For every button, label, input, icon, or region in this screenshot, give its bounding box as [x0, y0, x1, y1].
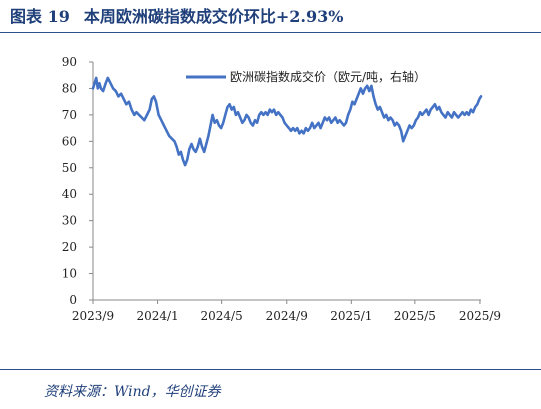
x-tick-label: 2025/1 [330, 309, 372, 323]
y-tick-label: 60 [62, 134, 77, 148]
series-line [91, 76, 483, 167]
y-tick-label: 10 [62, 267, 77, 281]
y-tick-label: 70 [62, 108, 77, 122]
figure-title: 图表 19 本周欧洲碳指数成交价环比+2.93% [10, 3, 343, 31]
chart-plot-area [91, 76, 483, 167]
y-tick-label: 20 [62, 240, 77, 254]
figure-title-text: 本周欧洲碳指数成交价环比+2.93% [83, 7, 344, 26]
y-tick-label: 0 [69, 293, 77, 307]
figure-number: 图表 19 [10, 7, 70, 26]
x-tick-label: 2024/5 [201, 309, 243, 323]
title-divider [0, 32, 541, 33]
legend-label: 欧洲碳指数成交价（欧元/吨，右轴） [230, 69, 426, 84]
x-tick-label: 2023/9 [72, 309, 114, 323]
line-chart: 0 10 20 30 40 50 60 70 80 90 2023/9 2024/1 2024/5 202… [62, 55, 501, 323]
chart-axes: 0 10 20 30 40 50 60 70 80 90 2023/9 2024/1 2024/5 202… [62, 55, 501, 323]
y-tick-label: 30 [62, 214, 77, 228]
x-tick-label: 2025/9 [459, 309, 501, 323]
x-tick-label: 2024/1 [136, 309, 178, 323]
x-tick-label: 2024/9 [266, 309, 308, 323]
x-tick-label: 2025/5 [394, 309, 436, 323]
y-tick-label: 90 [62, 55, 77, 69]
y-tick-label: 80 [62, 81, 77, 95]
source-note: 资料来源：Wind，华创证券 [44, 384, 221, 400]
chart-legend: 欧洲碳指数成交价（欧元/吨，右轴） [186, 69, 426, 84]
y-tick-label: 50 [62, 161, 77, 175]
source-divider [0, 369, 541, 370]
y-tick-label: 40 [62, 187, 77, 201]
